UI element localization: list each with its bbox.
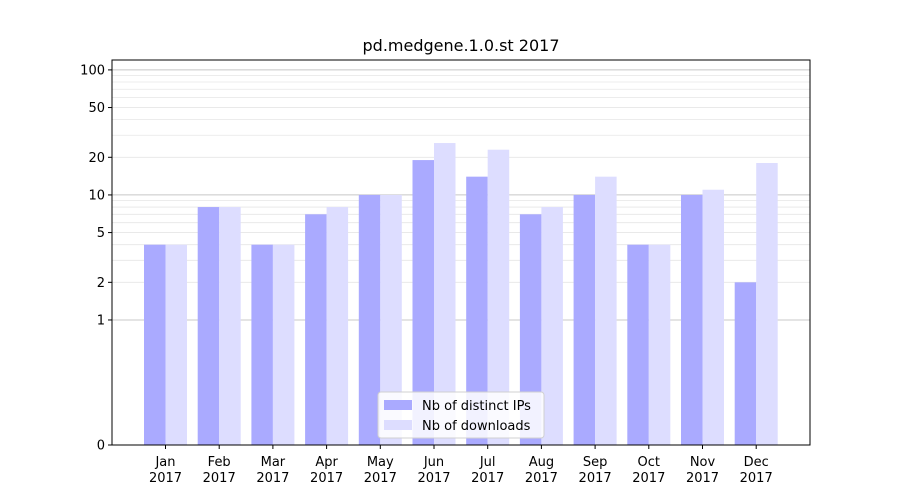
y-axis: 0 1 2 5 10 20 50 100 [80, 63, 112, 454]
x-tick-label-month: May [367, 455, 394, 470]
x-tick-label-year: 2017 [364, 471, 397, 486]
y-tick-label: 2 [97, 276, 105, 291]
bar-downloads [219, 207, 241, 445]
legend-box [377, 391, 545, 439]
bar-ips [144, 244, 166, 445]
x-tick-label-year: 2017 [579, 471, 612, 486]
bar-ips [358, 194, 381, 445]
bar-downloads [702, 189, 724, 445]
bar-downloads [756, 163, 778, 445]
x-tick-label-month: Dec [744, 455, 769, 470]
x-tick-label-year: 2017 [632, 471, 665, 486]
x-tick-label-month: Nov [690, 455, 716, 470]
x-tick-label-year: 2017 [740, 471, 773, 486]
bar-ips [681, 194, 703, 445]
bar-ips [251, 244, 273, 445]
bar-downloads [648, 244, 671, 445]
y-tick-label: 20 [88, 151, 105, 166]
x-tick-label-month: Jun [423, 455, 444, 470]
bar-downloads [487, 149, 510, 446]
bar-ips [412, 160, 434, 445]
legend-swatch [384, 420, 412, 430]
x-tick-label-month: Jan [154, 455, 175, 470]
x-tick-label-year: 2017 [310, 471, 343, 486]
x-tick-label-month: Jul [479, 455, 496, 470]
legend-label: Nb of downloads [422, 419, 531, 434]
legend: Nb of distinct IPs Nb of downloads [377, 391, 545, 439]
bar-downloads [595, 176, 617, 445]
y-tick-label: 5 [97, 226, 105, 241]
bar-ips [627, 244, 649, 445]
bar-downloads [380, 194, 402, 445]
bar-ips [466, 176, 488, 445]
x-tick-label-year: 2017 [686, 471, 719, 486]
x-tick-label-month: Feb [208, 455, 231, 470]
bar-downloads [541, 207, 563, 445]
axes-frame [111, 59, 811, 446]
bar-downloads [326, 207, 349, 445]
bar-ips [519, 214, 542, 445]
x-tick-label-year: 2017 [417, 471, 450, 486]
x-tick-label-year: 2017 [471, 471, 504, 486]
y-tick-label: 50 [88, 101, 105, 116]
bar-ips [305, 214, 327, 445]
x-tick-label-month: Apr [315, 455, 338, 470]
bar-ips [573, 194, 596, 445]
bar-downloads [434, 143, 456, 445]
legend-label: Nb of distinct IPs [422, 399, 531, 414]
legend-swatch [384, 400, 412, 410]
bars [144, 143, 778, 446]
bar-downloads [165, 244, 187, 445]
y-tick-label: 10 [88, 188, 105, 203]
x-tick-label-year: 2017 [149, 471, 182, 486]
x-tick-label-year: 2017 [256, 471, 289, 486]
bar-ips [734, 282, 757, 445]
x-axis: Jan2017Feb2017Mar2017Apr2017May2017Jun20… [149, 445, 773, 486]
x-tick-label-month: Sep [583, 455, 608, 470]
chart-title: pd.medgene.1.0.st 2017 [363, 36, 560, 55]
x-tick-label-month: Oct [638, 455, 660, 470]
x-tick-label-year: 2017 [525, 471, 558, 486]
bar-ips [197, 207, 220, 445]
x-tick-label-month: Mar [261, 455, 286, 470]
bar-downloads [272, 244, 295, 445]
y-tick-label: 1 [97, 313, 105, 328]
y-tick-label: 100 [80, 63, 105, 78]
x-tick-label-year: 2017 [203, 471, 236, 486]
y-tick-label: 0 [97, 439, 105, 454]
x-tick-label-month: Aug [529, 455, 554, 470]
